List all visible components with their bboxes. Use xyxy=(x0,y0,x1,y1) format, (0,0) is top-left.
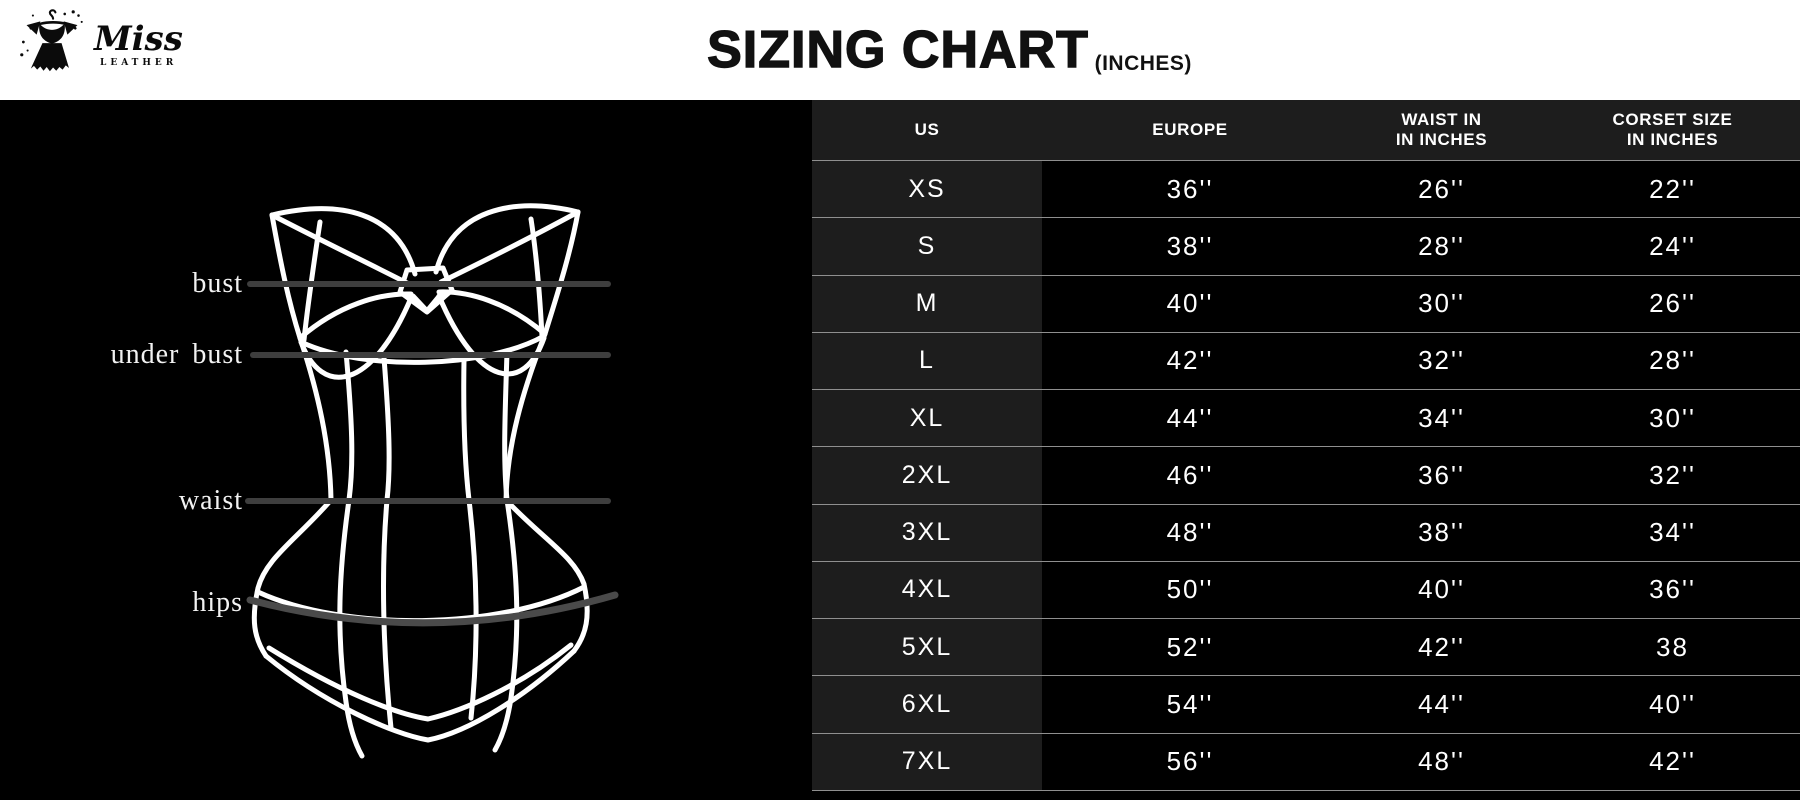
sizing-table-header: US EUROPE WAIST IN IN INCHES CORSET SIZE… xyxy=(812,100,1800,160)
cell-waist: 26'' xyxy=(1418,173,1465,204)
col-header-europe: EUROPE xyxy=(1152,120,1228,139)
cell-corset: 34'' xyxy=(1649,517,1696,548)
corset-outline-drawing xyxy=(245,203,619,759)
cell-europe: 50'' xyxy=(1166,574,1214,605)
hips-line xyxy=(246,591,619,627)
cell-us: 7XL xyxy=(812,733,1042,790)
cell-corset: 30'' xyxy=(1649,402,1696,433)
table-row: L 42'' 32'' 28'' xyxy=(812,331,1800,390)
table-row: 6XL 54'' 44'' 40'' xyxy=(812,675,1800,733)
cell-waist: 28'' xyxy=(1418,230,1465,261)
cell-europe: 38'' xyxy=(1166,230,1214,261)
dress-on-hanger-icon xyxy=(20,9,83,72)
table-row: 5XL 52'' 42'' 38 xyxy=(812,618,1800,676)
under-bust-label: under bust xyxy=(110,339,243,370)
cell-europe: 40'' xyxy=(1166,288,1214,319)
cell-corset: 32'' xyxy=(1649,459,1696,490)
cell-us: L xyxy=(812,332,1042,390)
cell-europe: 36'' xyxy=(1166,173,1214,204)
cell-europe: 46'' xyxy=(1166,459,1214,490)
brand-logo: Miss LEATHER xyxy=(16,6,186,76)
cell-corset: 38 xyxy=(1656,631,1689,662)
cell-us: 2XL xyxy=(812,447,1042,504)
cell-corset: 36'' xyxy=(1649,574,1696,605)
table-row: S 38'' 28'' 24'' xyxy=(812,217,1800,275)
bust-label: bust xyxy=(192,268,243,299)
table-row: M 40'' 30'' 26'' xyxy=(812,274,1800,332)
cell-us: 3XL xyxy=(812,504,1042,561)
top-header-bar: Miss LEATHER SIZING CHART (INCHES) xyxy=(0,0,1800,100)
table-row: XL 44'' 34'' 30'' xyxy=(812,389,1800,447)
table-row: 4XL 50'' 40'' 36'' xyxy=(812,560,1800,619)
cell-waist: 48'' xyxy=(1418,746,1465,777)
cell-waist: 40'' xyxy=(1418,574,1465,605)
table-row: 7XL 56'' 48'' 42'' xyxy=(812,732,1800,790)
cell-europe: 44'' xyxy=(1166,402,1214,433)
cell-us: M xyxy=(812,275,1042,332)
cell-corset: 26'' xyxy=(1649,288,1696,319)
cell-us: S xyxy=(812,218,1042,275)
cell-corset: 28'' xyxy=(1649,345,1696,376)
cell-europe: 42'' xyxy=(1166,345,1214,376)
cell-us: 4XL xyxy=(812,561,1042,619)
cell-us: 6XL xyxy=(812,676,1042,733)
col-header-corset: CORSET SIZE IN INCHES xyxy=(1612,110,1733,149)
sizing-table: US EUROPE WAIST IN IN INCHES CORSET SIZE… xyxy=(812,100,1800,800)
hips-label: hips xyxy=(192,587,243,618)
cell-europe: 48'' xyxy=(1166,517,1214,548)
cell-waist: 36'' xyxy=(1418,459,1465,490)
cell-europe: 56'' xyxy=(1166,746,1214,777)
table-row: XS 36'' 26'' 22'' xyxy=(812,160,1800,218)
page-title-unit: (INCHES) xyxy=(1094,52,1192,75)
cell-waist: 38'' xyxy=(1418,517,1465,548)
cell-corset: 42'' xyxy=(1649,746,1696,777)
sizing-table-body: XS 36'' 26'' 22'' S 38'' 28'' 24'' M 40'… xyxy=(812,160,1800,791)
table-row: 2XL 46'' 36'' 32'' xyxy=(812,446,1800,504)
brand-subname: LEATHER xyxy=(100,58,178,68)
cell-us: 5XL xyxy=(812,619,1042,676)
cell-waist: 42'' xyxy=(1418,631,1465,662)
cell-corset: 22'' xyxy=(1649,173,1696,204)
cell-us: XL xyxy=(812,390,1042,447)
cell-waist: 44'' xyxy=(1418,689,1465,720)
table-row: 3XL 48'' 38'' 34'' xyxy=(812,503,1800,561)
cell-us: XS xyxy=(812,161,1042,218)
cell-waist: 30'' xyxy=(1418,288,1465,319)
cell-waist: 34'' xyxy=(1418,402,1465,433)
cell-corset: 40'' xyxy=(1649,689,1696,720)
cell-europe: 52'' xyxy=(1166,631,1214,662)
brand-name: Miss xyxy=(94,19,183,59)
col-header-waist: WAIST IN IN INCHES xyxy=(1395,110,1488,149)
cell-corset: 24'' xyxy=(1649,230,1696,261)
corset-measurement-diagram: bust under bust waist hips xyxy=(0,100,812,800)
waist-label: waist xyxy=(178,485,243,516)
cell-waist: 32'' xyxy=(1418,345,1465,376)
col-header-us: US xyxy=(914,120,940,139)
cell-europe: 54'' xyxy=(1166,689,1214,720)
page-title: SIZING CHART xyxy=(706,20,1089,79)
